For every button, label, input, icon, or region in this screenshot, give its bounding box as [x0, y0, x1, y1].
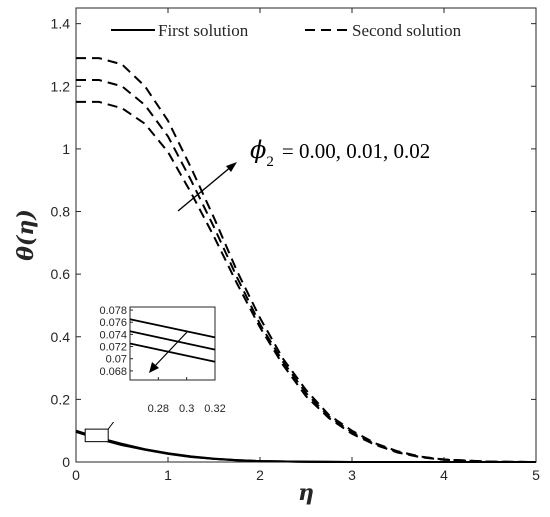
- x-tick-label: 2: [256, 467, 264, 483]
- y-axis-label: θ(η): [13, 209, 39, 261]
- first-solution-line: [75, 430, 536, 463]
- inset-x-tick-label: 0.32: [204, 403, 225, 415]
- first-solution-line: [75, 429, 536, 463]
- legend-second-solution-label: Second solution: [352, 21, 462, 40]
- annotation-arrow: [177, 165, 233, 212]
- inset-y-tick-label: 0.074: [99, 329, 127, 341]
- legend: First solution Second solution: [111, 21, 462, 40]
- inset-y-tick-label: 0.068: [99, 366, 127, 378]
- inset-arrowhead: [149, 362, 159, 373]
- y-tick-label: 0.8: [51, 204, 71, 220]
- x-tick-label: 5: [532, 467, 540, 483]
- inset-y-tick-label: 0.072: [99, 342, 127, 354]
- x-tick-label: 4: [440, 467, 448, 483]
- phi2-annotation: ϕ2 = 0.00, 0.01, 0.02: [250, 136, 430, 170]
- first-solution-line: [75, 430, 536, 463]
- x-tick-label: 3: [348, 467, 356, 483]
- zoom-box: [84, 428, 109, 443]
- y-tick-label: 1: [62, 141, 70, 157]
- legend-first-solution-label: First solution: [158, 21, 249, 40]
- inset-first-solution-line: [129, 330, 216, 351]
- inset-y-tick-label: 0.078: [99, 305, 127, 317]
- second-solution-line: [76, 100, 537, 463]
- second-solution-line: [76, 57, 537, 463]
- inset-frame: [129, 306, 216, 381]
- x-tick-label: 1: [164, 467, 172, 483]
- inset-y-tick-label: 0.076: [99, 317, 127, 329]
- y-tick-label: 0: [62, 454, 70, 470]
- inset-y-tick-label: 0.07: [106, 354, 127, 366]
- inset-x-tick-label: 0.3: [179, 403, 194, 415]
- y-tick-label: 1.2: [51, 78, 71, 94]
- inset-first-solution-line: [129, 318, 216, 339]
- annotation-arrowhead: [226, 162, 237, 172]
- x-axis-label: η: [298, 480, 314, 506]
- y-tick-label: 0.2: [51, 391, 71, 407]
- inset-arrow: [152, 330, 189, 369]
- second-solution-line: [76, 79, 537, 463]
- inset-x-tick-label: 0.28: [148, 403, 169, 415]
- x-tick-label: 0: [72, 467, 80, 483]
- y-tick-label: 1.4: [51, 16, 71, 32]
- y-tick-label: 0.4: [51, 329, 71, 345]
- inset-first-solution-line: [129, 342, 216, 363]
- y-tick-label: 0.6: [51, 266, 71, 282]
